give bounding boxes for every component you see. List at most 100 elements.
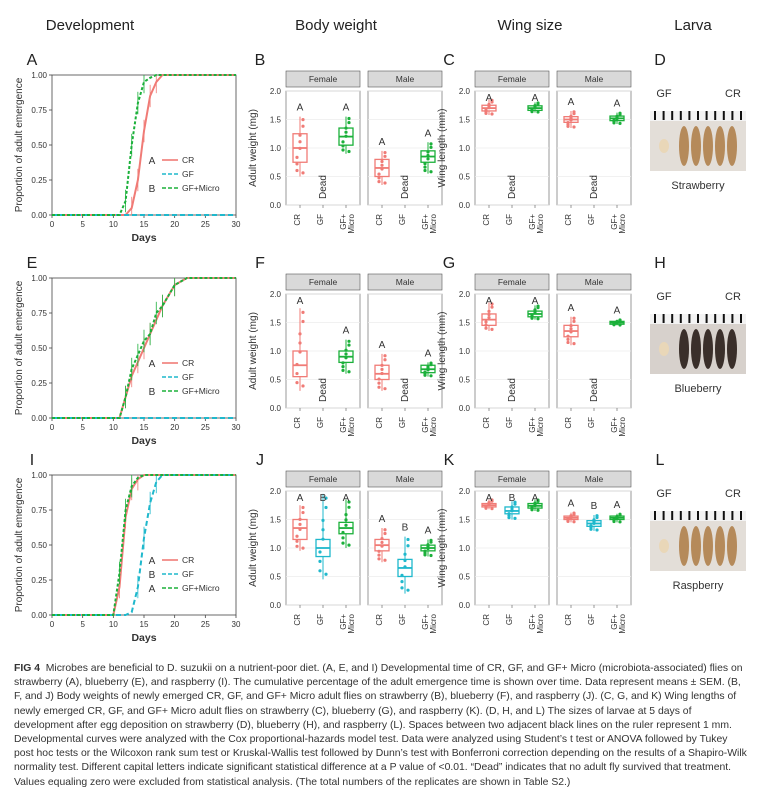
x-axis-label: Days: [131, 435, 156, 447]
x-tick-label: GF: [505, 214, 514, 225]
facet-strip: [285, 70, 361, 88]
x-tick-label: 10: [109, 620, 118, 629]
legend-stat-letter: B: [149, 387, 156, 398]
x-tick-label: Micro: [536, 613, 545, 633]
data-point: [513, 500, 517, 504]
ruler-mark: [731, 511, 734, 520]
data-point: [377, 180, 381, 184]
data-point: [426, 543, 430, 547]
data-point: [484, 323, 488, 327]
data-point: [295, 534, 299, 538]
data-point: [400, 586, 404, 590]
data-point: [295, 362, 299, 367]
y-tick-label: 0.75: [31, 309, 47, 318]
cr-larva: [715, 526, 725, 566]
data-point: [595, 514, 599, 518]
y-tick-label: 2.0: [270, 290, 282, 299]
data-point: [615, 514, 619, 519]
data-point: [344, 130, 348, 134]
larva-fruit-label: Strawberry: [671, 180, 725, 192]
ruler-mark: [654, 314, 656, 323]
cr-larva: [715, 126, 725, 166]
data-point: [298, 522, 302, 527]
x-tick-label: GF+: [339, 614, 348, 630]
ruler-mark: [697, 314, 699, 323]
data-point: [572, 110, 576, 114]
x-tick-label: GF+: [528, 614, 537, 630]
data-point: [341, 140, 345, 144]
facet-strip: [556, 470, 632, 488]
y-axis-label: Adult weight (mg): [248, 312, 259, 390]
data-point: [490, 98, 494, 102]
stat-letter: A: [379, 514, 386, 525]
data-point: [298, 527, 302, 532]
facet-strip: [474, 273, 550, 291]
y-tick-label: 1.0: [459, 347, 471, 356]
facet-strip-label: Male: [585, 74, 604, 84]
data-point: [618, 520, 622, 524]
larva-label-cr: CR: [725, 88, 741, 100]
data-point: [615, 319, 619, 324]
data-point: [618, 512, 622, 516]
data-point: [572, 316, 576, 320]
panel-letter: L: [656, 452, 665, 469]
data-point: [400, 580, 404, 584]
x-tick-label: CR: [375, 614, 384, 626]
data-point: [383, 531, 387, 536]
ruler-mark: [705, 314, 708, 323]
data-point: [507, 512, 511, 516]
facet-strip-label: Male: [396, 474, 415, 484]
ruler-mark: [740, 111, 742, 120]
x-tick-label: GF+: [421, 214, 430, 230]
stat-letter: B: [402, 523, 409, 534]
data-point: [383, 387, 387, 391]
y-tick-label: 1.0: [270, 544, 282, 553]
x-tick-label: 5: [80, 620, 85, 629]
data-point: [589, 524, 593, 528]
data-point: [490, 305, 494, 309]
x-tick-label: Micro: [618, 213, 627, 233]
data-point: [592, 518, 596, 522]
stat-letter: A: [379, 340, 386, 351]
data-point: [490, 327, 494, 331]
data-point: [383, 354, 387, 358]
data-point: [572, 511, 576, 515]
data-point: [295, 168, 299, 173]
data-point: [566, 334, 570, 338]
ruler-mark: [671, 111, 674, 120]
gf-larva: [659, 139, 669, 153]
data-point: [612, 118, 616, 123]
y-axis-label: Proportion of adult emergence: [14, 280, 25, 415]
data-point: [341, 368, 345, 372]
legend-label: CR: [182, 555, 194, 565]
data-point: [484, 320, 488, 324]
y-axis-label: Proportion of adult emergence: [14, 477, 25, 612]
series-line-gf-micro: [52, 277, 236, 419]
ruler-mark: [722, 111, 725, 120]
x-tick-label: CR: [293, 614, 302, 626]
data-point: [301, 505, 305, 510]
data-point: [301, 310, 305, 314]
ruler-mark: [740, 314, 742, 323]
y-tick-label: 2.0: [459, 290, 471, 299]
ruler-mark: [688, 314, 691, 323]
data-point: [383, 528, 387, 532]
data-point: [383, 358, 387, 362]
larva-label-gf: GF: [656, 88, 672, 100]
ruler-mark: [722, 511, 725, 520]
cr-larva: [679, 126, 689, 166]
facet-strip-label: Female: [498, 277, 527, 287]
data-point: [429, 361, 433, 365]
data-point: [341, 144, 345, 148]
y-tick-label: 1.5: [270, 516, 282, 525]
data-point: [536, 498, 540, 502]
larva-label-cr: CR: [725, 488, 741, 500]
caption-text: Microbes are beneficial to D. suzukii on…: [14, 663, 747, 788]
x-tick-label: 5: [80, 423, 85, 432]
data-point: [533, 501, 537, 505]
data-point: [341, 365, 345, 369]
data-point: [618, 318, 622, 322]
x-tick-label: 20: [170, 620, 179, 629]
facet-strip: [474, 470, 550, 488]
ruler-mark: [654, 111, 656, 120]
